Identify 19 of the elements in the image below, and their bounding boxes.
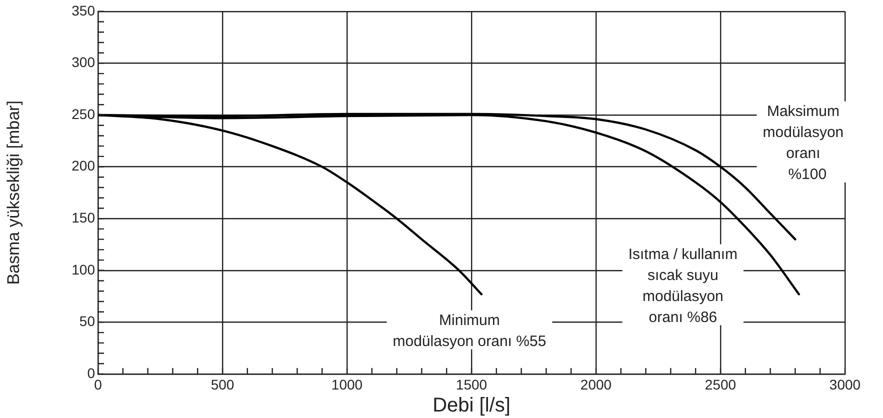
- y-tick-label: 350: [72, 2, 96, 18]
- series-label: Maksimum modülasyon oranı %100: [762, 102, 844, 183]
- x-axis-title: Debi [l/s]: [432, 394, 510, 417]
- y-tick-label: 100: [72, 261, 96, 278]
- y-axis-title: Basma yüksekliği [mbar]: [4, 100, 23, 285]
- text: Minimum modülasyon oranı %55: [392, 312, 546, 350]
- y-tick-label: 300: [72, 54, 96, 70]
- x-tick-label: 2000: [580, 376, 612, 392]
- x-tick-label: 3000: [829, 376, 861, 392]
- y-tick-label: 250: [72, 106, 96, 122]
- y-tick-label: 0: [87, 364, 96, 381]
- x-tick-label: 1000: [331, 376, 363, 392]
- x-tick-label: 1500: [456, 376, 488, 392]
- y-tick-label: 200: [72, 158, 96, 174]
- x-tick-label: 2500: [704, 376, 736, 392]
- y-tick-label: 50: [79, 313, 96, 330]
- x-tick-label: 500: [210, 376, 234, 392]
- y-tick-label: 150: [72, 209, 96, 226]
- series-label: Isıtma / kullanım sıcak suyu modülasyon oranı %86: [628, 246, 738, 326]
